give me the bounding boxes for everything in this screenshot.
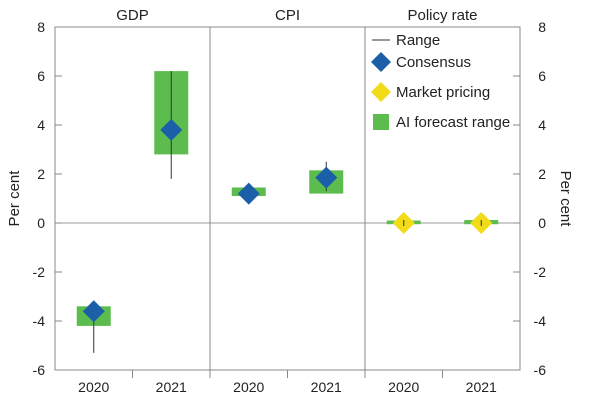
right-axis-title: Per cent xyxy=(557,171,574,228)
legend-label: Consensus xyxy=(396,54,471,71)
panel-title: GDP xyxy=(116,7,149,24)
left-tick-label: -2 xyxy=(33,264,46,280)
right-tick-label: -2 xyxy=(534,264,547,280)
x-tick-label: 2020 xyxy=(233,379,264,395)
x-tick-label: 2020 xyxy=(388,379,419,395)
legend-entry-consensus: Consensus xyxy=(371,52,471,72)
legend-consensus-swatch xyxy=(371,52,391,72)
legend-entry-range: Range xyxy=(372,32,440,49)
item-group xyxy=(231,182,266,205)
panel-title: CPI xyxy=(275,7,300,24)
right-axis: -6 -4 -2 0 2 4 6 8 Per cent xyxy=(513,19,574,378)
x-tick-label: 2021 xyxy=(156,379,187,395)
right-tick-label: -4 xyxy=(534,313,547,329)
panel-titles: GDP CPI Policy rate xyxy=(116,7,477,24)
item-group xyxy=(386,212,421,234)
legend-ai-swatch xyxy=(373,114,389,130)
consensus-marker xyxy=(82,300,105,323)
legend: Range Consensus Market pricing AI forecast … xyxy=(371,32,510,131)
left-tick-label: 2 xyxy=(37,166,45,182)
right-tick-label: 6 xyxy=(538,68,546,84)
x-tick-label: 2021 xyxy=(466,379,497,395)
right-tick-label: 0 xyxy=(538,215,546,231)
consensus-marker xyxy=(160,118,183,141)
legend-label: Range xyxy=(396,32,440,49)
plot-border xyxy=(54,26,521,371)
left-tick-label: -6 xyxy=(33,362,46,378)
legend-label: Market pricing xyxy=(396,84,490,101)
chart-marks xyxy=(76,71,499,353)
item-group xyxy=(464,212,499,234)
left-axis: -6 -4 -2 0 2 4 6 8 Per cent xyxy=(6,19,62,378)
item-group xyxy=(309,161,344,194)
plot-frame xyxy=(54,26,521,371)
right-tick-label: 2 xyxy=(538,166,546,182)
item-group xyxy=(154,71,189,179)
right-tick-label: 4 xyxy=(538,117,546,133)
consensus-marker xyxy=(237,182,260,205)
consensus-marker xyxy=(315,166,338,189)
left-tick-label: 6 xyxy=(37,68,45,84)
left-tick-label: 8 xyxy=(37,19,45,35)
right-tick-label: -6 xyxy=(534,362,547,378)
legend-entry-market: Market pricing xyxy=(371,82,490,102)
left-tick-label: -4 xyxy=(33,313,46,329)
left-tick-label: 4 xyxy=(37,117,45,133)
panel-title: Policy rate xyxy=(407,7,477,24)
left-tick-label: 0 xyxy=(37,215,45,231)
legend-entry-ai: AI forecast range xyxy=(373,114,510,131)
legend-label: AI forecast range xyxy=(396,114,510,131)
legend-market-swatch xyxy=(371,82,391,102)
x-tick-label: 2021 xyxy=(311,379,342,395)
item-group xyxy=(76,300,111,353)
x-tick-label: 2020 xyxy=(78,379,109,395)
right-tick-label: 8 xyxy=(538,19,546,35)
left-axis-title: Per cent xyxy=(6,170,23,227)
x-axis: 2020 2021 2020 2021 2020 2021 xyxy=(78,370,497,395)
